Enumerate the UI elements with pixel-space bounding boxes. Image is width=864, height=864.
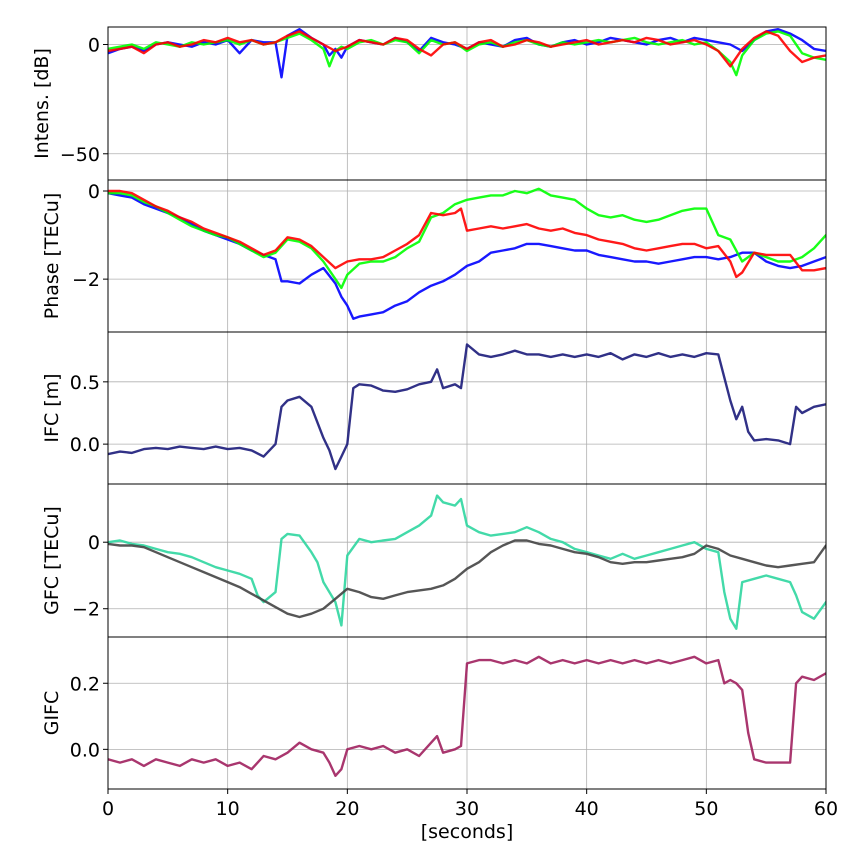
series-group (108, 494, 826, 630)
y-tick-label: 0.5 (70, 372, 100, 394)
series-line-intensity-2 (108, 30, 826, 68)
series-group (108, 655, 826, 777)
series-line-ifc-0 (108, 343, 826, 471)
panel-phase: 0 −2 Phase [TECu] (41, 179, 827, 333)
y-tick-label: 0 (88, 34, 100, 56)
x-tick-label: 20 (335, 798, 359, 820)
y-tick-label: 0.0 (70, 434, 100, 456)
x-tick-label: 40 (575, 798, 599, 820)
y-tick-label: −2 (72, 599, 100, 621)
x-tick-label: 60 (814, 798, 838, 820)
y-axis-label-gifc: GIFC (41, 691, 63, 736)
x-axis-label: [seconds] (421, 821, 514, 843)
series-group (108, 343, 826, 471)
y-tick-label: 0 (88, 532, 100, 554)
y-tick-label: −2 (72, 269, 100, 291)
series-group (108, 187, 826, 320)
panel-gifc: 0.2 0.0 GIFC 0 10 20 30 40 50 60 (41, 636, 838, 820)
panel-intensity: 0 −50 Intens. [dB] (31, 26, 827, 181)
panel-gfc: 0 −2 GFC [TECu] (41, 483, 827, 638)
series-line-phase-2 (108, 189, 826, 279)
series-line-gfc-1 (108, 539, 826, 619)
x-tick-label: 0 (102, 798, 114, 820)
series-line-gfc-0 (108, 494, 826, 630)
y-tick-label: 0.2 (70, 673, 100, 695)
y-axis-label-ifc: IFC [m] (41, 373, 63, 442)
x-tick-label: 30 (455, 798, 479, 820)
chart-panels: 0 −50 Intens. [dB] 0 −2 Phase [TECu] 0.5 0.0 IFC… (31, 26, 838, 820)
series-line-gifc-0 (108, 655, 826, 777)
y-tick-label: −50 (60, 144, 100, 166)
y-axis-label-intensity: Intens. [dB] (31, 48, 53, 159)
x-tick-label: 50 (694, 798, 718, 820)
y-axis-label-phase: Phase [TECu] (41, 193, 63, 320)
y-tick-label: 0 (88, 181, 100, 203)
series-group (108, 28, 826, 79)
x-tick-label: 10 (216, 798, 240, 820)
y-tick-label: 0.0 (70, 739, 100, 761)
y-axis-label-gfc: GFC [TECu] (41, 506, 63, 615)
panel-ifc: 0.5 0.0 IFC [m] (41, 331, 827, 485)
